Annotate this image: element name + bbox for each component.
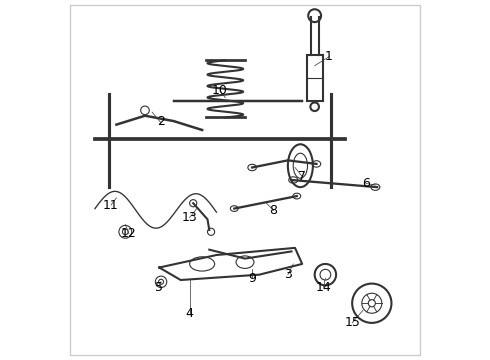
- Text: 2: 2: [157, 114, 165, 127]
- Text: 14: 14: [316, 281, 331, 294]
- Text: 15: 15: [344, 316, 360, 329]
- Text: 10: 10: [212, 84, 228, 97]
- Text: 3: 3: [284, 268, 292, 281]
- Text: 7: 7: [298, 170, 306, 183]
- Text: 13: 13: [182, 211, 197, 224]
- Circle shape: [368, 300, 375, 307]
- Text: 4: 4: [186, 307, 194, 320]
- Polygon shape: [159, 248, 302, 280]
- Text: 11: 11: [103, 198, 119, 212]
- Text: 1: 1: [325, 50, 333, 63]
- Text: 5: 5: [155, 281, 163, 294]
- Text: 8: 8: [270, 204, 277, 217]
- Text: 9: 9: [248, 272, 256, 285]
- Text: 12: 12: [121, 227, 137, 240]
- Text: 6: 6: [363, 177, 370, 190]
